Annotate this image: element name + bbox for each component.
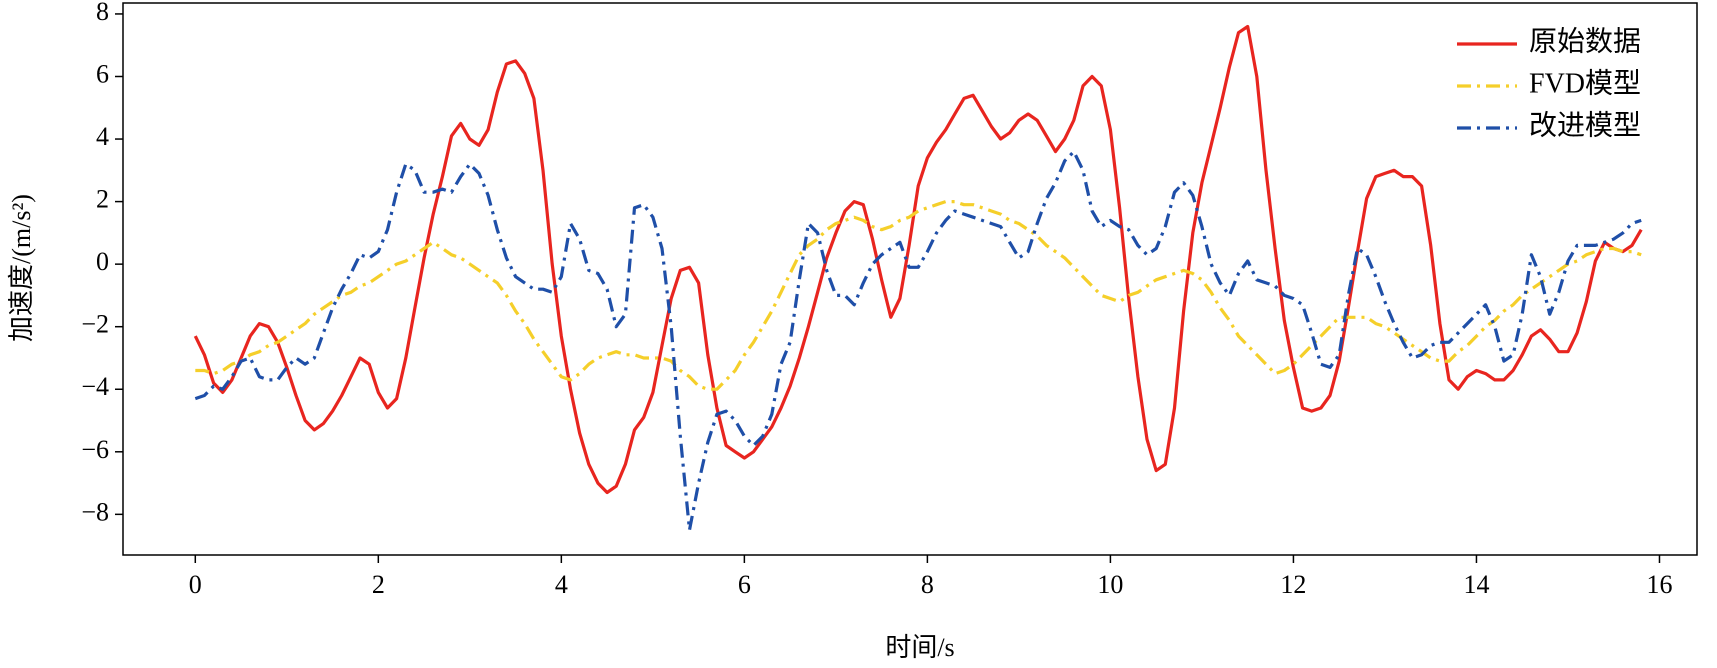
plot-frame: [122, 2, 1698, 556]
y-tick-label: −2: [81, 310, 109, 339]
y-tick-label: −4: [81, 372, 109, 401]
legend-label: 改进模型: [1529, 109, 1641, 141]
y-tick-label: 2: [96, 185, 109, 214]
y-tick-label: −6: [81, 435, 109, 464]
legend-label: 原始数据: [1529, 25, 1641, 57]
x-tick-label: 0: [189, 570, 202, 599]
y-tick-label: 0: [96, 247, 109, 276]
x-tick-label: 8: [921, 570, 934, 599]
y-tick-label: 8: [96, 0, 109, 26]
x-tick-label: 4: [555, 570, 568, 599]
x-tick-label: 6: [738, 570, 751, 599]
y-tick-label: −8: [81, 497, 109, 526]
series-line: [195, 200, 1642, 391]
x-tick-label: 2: [372, 570, 385, 599]
x-tick-label: 14: [1463, 570, 1489, 599]
x-tick-label: 10: [1097, 570, 1123, 599]
series-line: [193, 24, 1643, 495]
x-tick-label: 12: [1280, 570, 1306, 599]
y-tick-label: 6: [96, 59, 109, 88]
series-line: [194, 150, 1642, 532]
x-axis-label: 时间/s: [885, 633, 954, 662]
x-tick-label: 16: [1646, 570, 1672, 599]
y-tick-label: 4: [96, 122, 109, 151]
legend-label: FVD模型: [1529, 67, 1641, 99]
y-axis-label: 加速度/(m/s²): [7, 194, 36, 342]
